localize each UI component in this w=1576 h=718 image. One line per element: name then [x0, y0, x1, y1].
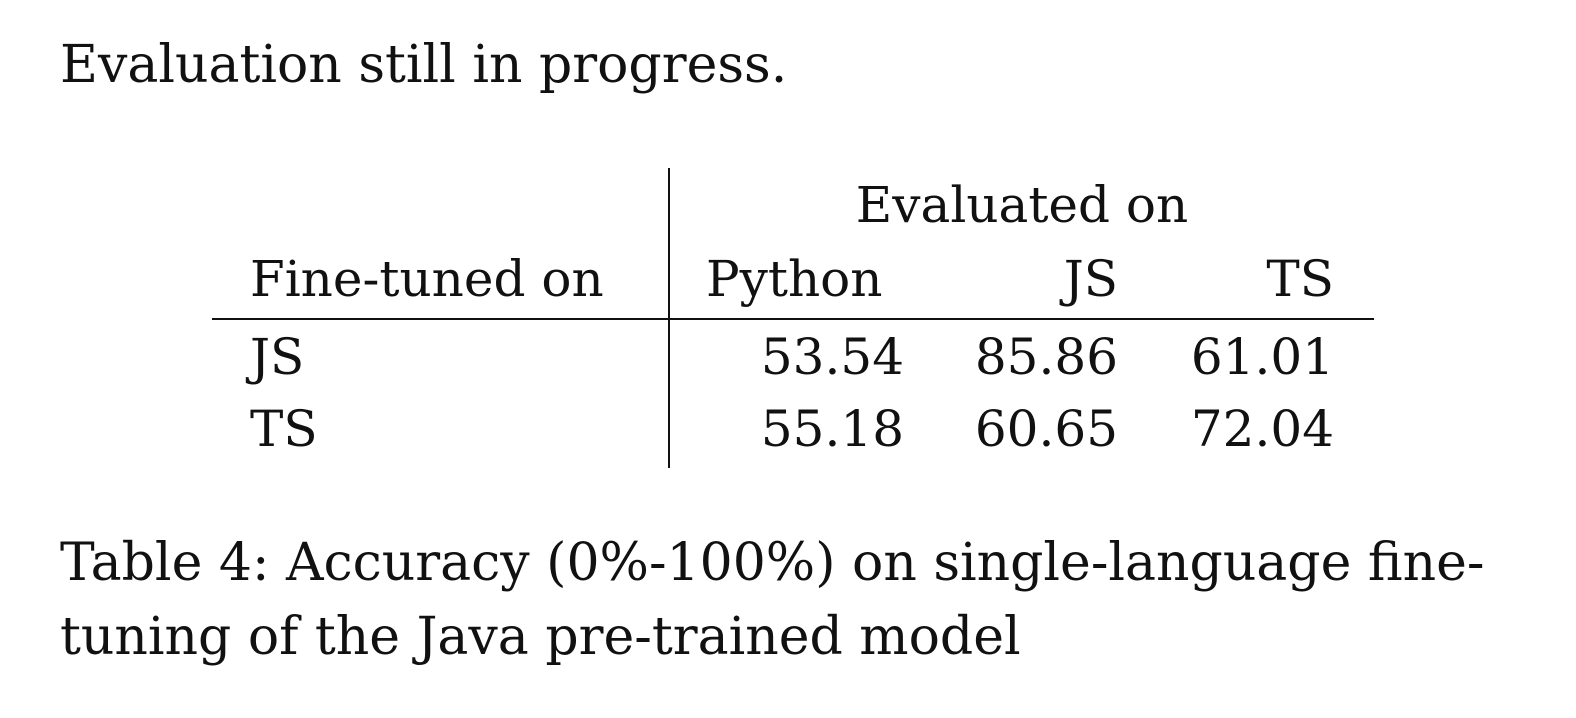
table-caption: Table 4: Accuracy (0%-100%) on single-la… [60, 526, 1540, 674]
table-cell: 53.54 [760, 328, 904, 386]
table-cell: 61.01 [1190, 328, 1334, 386]
row-label-js: JS [250, 328, 305, 386]
table-cell: 60.65 [974, 400, 1118, 458]
column-header-js: JS [1063, 250, 1118, 308]
table-cell: 55.18 [760, 400, 904, 458]
column-header-ts: TS [1266, 250, 1334, 308]
group-header-evaluated-on: Evaluated on [855, 176, 1189, 234]
column-header-python: Python [706, 250, 883, 308]
results-table: Evaluated on Fine-tuned on Python JS TS … [212, 168, 1374, 468]
caption-line-1: Table 4: Accuracy (0%-100%) on single-la… [60, 533, 1485, 593]
table-cell: 85.86 [974, 328, 1118, 386]
table-cell: 72.04 [1190, 400, 1334, 458]
row-label-ts: TS [250, 400, 318, 458]
table-header-rule [212, 318, 1374, 320]
caption-line-2: tuning of the Java pre-trained model [60, 607, 1021, 667]
intro-text: Evaluation still in progress. [60, 35, 788, 95]
row-header-fine-tuned-on: Fine-tuned on [250, 250, 604, 308]
